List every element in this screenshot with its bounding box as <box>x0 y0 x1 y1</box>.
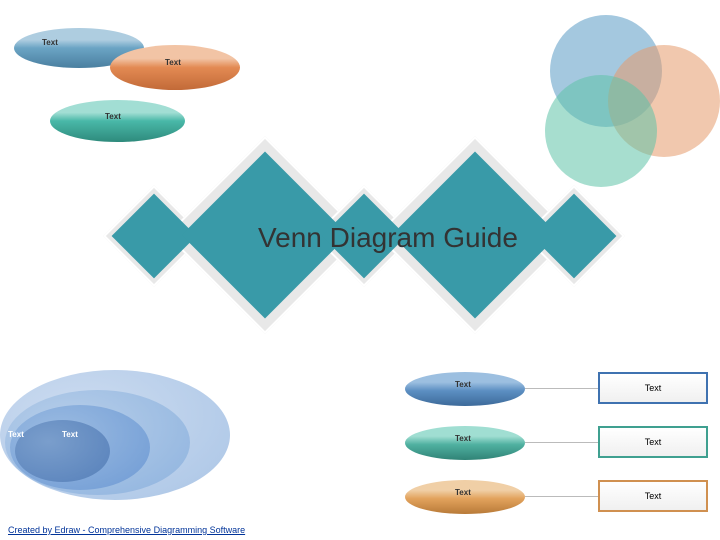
box-3-label: Text <box>645 491 662 501</box>
connector-3 <box>525 496 598 497</box>
box-3: Text <box>598 480 708 512</box>
disc-2 <box>110 45 240 90</box>
disc-3-label: Text <box>105 112 121 121</box>
box-2: Text <box>598 426 708 458</box>
nest-label-2: Text <box>62 430 78 439</box>
ring-3-label: Text <box>455 488 471 497</box>
box-1: Text <box>598 372 708 404</box>
ring-3 <box>405 480 525 514</box>
ring-1-label: Text <box>455 380 471 389</box>
ring-1 <box>405 372 525 406</box>
box-2-label: Text <box>645 437 662 447</box>
box-1-label: Text <box>645 383 662 393</box>
ring-2-label: Text <box>455 434 471 443</box>
nest-label-1: Text <box>8 430 24 439</box>
footer-credit[interactable]: Created by Edraw - Comprehensive Diagram… <box>8 525 245 535</box>
page-title: Venn Diagram Guide <box>258 222 518 254</box>
ring-2 <box>405 426 525 460</box>
connector-2 <box>525 442 598 443</box>
disc-3 <box>50 100 185 142</box>
disc-1-label: Text <box>42 38 58 47</box>
disc-2-label: Text <box>165 58 181 67</box>
connector-1 <box>525 388 598 389</box>
venn-c3 <box>545 75 657 187</box>
